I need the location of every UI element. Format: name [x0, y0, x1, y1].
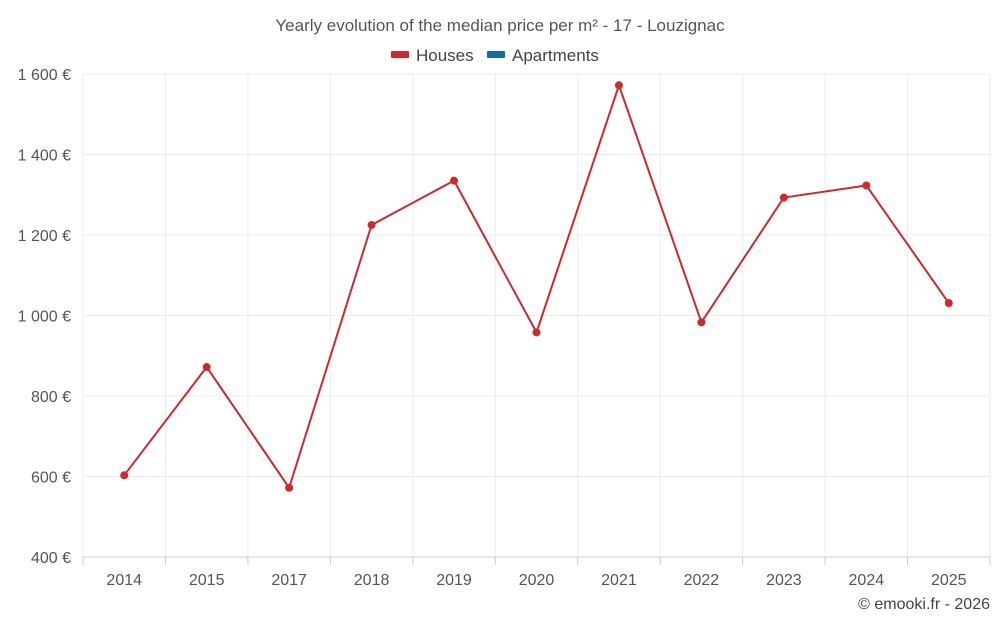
data-point[interactable] — [862, 181, 871, 190]
legend-label: Houses — [416, 46, 474, 65]
y-tick-label: 400 € — [31, 550, 71, 567]
data-point[interactable] — [532, 328, 541, 337]
x-tick-label: 2023 — [766, 572, 802, 589]
series-layer — [120, 81, 953, 492]
credit-text: © emooki.fr - 2026 — [858, 596, 990, 613]
x-tick-label: 2024 — [849, 572, 885, 589]
x-tick-label: 2015 — [189, 572, 225, 589]
chart-title: Yearly evolution of the median price per… — [275, 16, 725, 35]
y-axis: 400 € 600 € 800 € 1 000 € 1 200 € 1 400 € 1 60… — [18, 67, 71, 567]
y-tick-label: 1 400 € — [18, 148, 71, 165]
x-axis: 2014 2015 2017 2018 2019 2020 2021 2022 2023 2024… — [82, 556, 991, 589]
y-tick-label: 1 000 € — [18, 309, 71, 326]
legend-swatch — [391, 51, 409, 58]
data-point[interactable] — [450, 176, 459, 185]
data-point[interactable] — [779, 193, 788, 202]
data-point[interactable] — [120, 471, 129, 480]
data-point[interactable] — [367, 220, 376, 229]
y-tick-label: 600 € — [31, 470, 71, 487]
x-tick-label: 2022 — [684, 572, 720, 589]
x-tick-label: 2019 — [436, 572, 472, 589]
x-tick-label: 2025 — [931, 572, 967, 589]
data-point[interactable] — [285, 483, 294, 492]
x-tick-label: 2018 — [354, 572, 390, 589]
x-tick-label: 2020 — [519, 572, 555, 589]
y-tick-label: 800 € — [31, 389, 71, 406]
data-point[interactable] — [944, 299, 953, 308]
legend: Houses Apartments — [391, 46, 599, 65]
legend-swatch — [487, 51, 505, 58]
legend-label: Apartments — [512, 46, 599, 65]
legend-item-houses[interactable]: Houses — [391, 46, 474, 65]
legend-item-apartments[interactable]: Apartments — [487, 46, 599, 65]
gridlines — [82, 73, 991, 558]
data-point[interactable] — [697, 318, 706, 327]
x-tick-label: 2017 — [271, 572, 307, 589]
y-tick-label: 1 600 € — [18, 67, 71, 84]
data-point[interactable] — [614, 81, 623, 90]
data-point[interactable] — [202, 363, 211, 372]
x-tick-label: 2014 — [106, 572, 142, 589]
y-tick-label: 1 200 € — [18, 228, 71, 245]
x-tick-label: 2021 — [601, 572, 637, 589]
